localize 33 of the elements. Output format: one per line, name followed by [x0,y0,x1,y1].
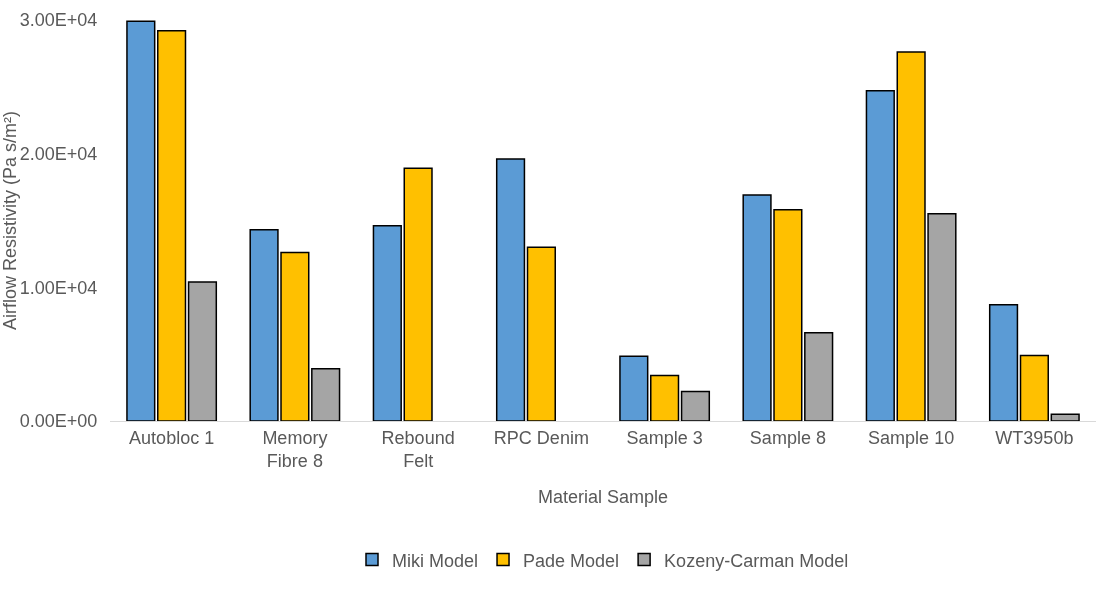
legend-label: Kozeny-Carman Model [664,550,849,571]
legend-label: Pade Model [523,550,620,571]
y-tick-label: 3.00E+04 [19,10,98,31]
y-tick-label: 0.00E+00 [19,411,98,432]
bar [1019,354,1049,421]
x-axis-title: Material Sample [537,487,669,508]
x-tick-label: Autobloc 1 [129,427,215,448]
bar [680,390,711,421]
bar [526,246,556,421]
x-tick-label: Rebound Felt [381,427,455,471]
legend-label: Miki Model [392,550,479,571]
x-tick-label: Sample 8 [749,427,826,448]
bar [804,332,834,421]
x-tick-label: WT3950b [995,427,1074,448]
bar [619,355,649,421]
bar [1050,413,1080,421]
bar [865,90,895,421]
bar [372,225,402,421]
y-axis-title: Airflow Resistivity (Pa s/m²) [0,110,20,331]
x-tick-label: RPC Denim [493,427,589,448]
bar [495,158,526,421]
bar [187,281,218,421]
x-tick-label: Sample 3 [626,427,703,448]
y-tick-label: 1.00E+04 [19,277,98,298]
bar [650,374,680,421]
bar [157,29,187,421]
bar [403,167,433,421]
bar [311,368,341,421]
x-tick-label: Memory Fibre 8 [262,427,328,471]
y-tick-label: 2.00E+04 [19,143,98,164]
bar [988,303,1019,421]
x-tick-label: Sample 10 [868,427,955,448]
bar [126,20,156,421]
